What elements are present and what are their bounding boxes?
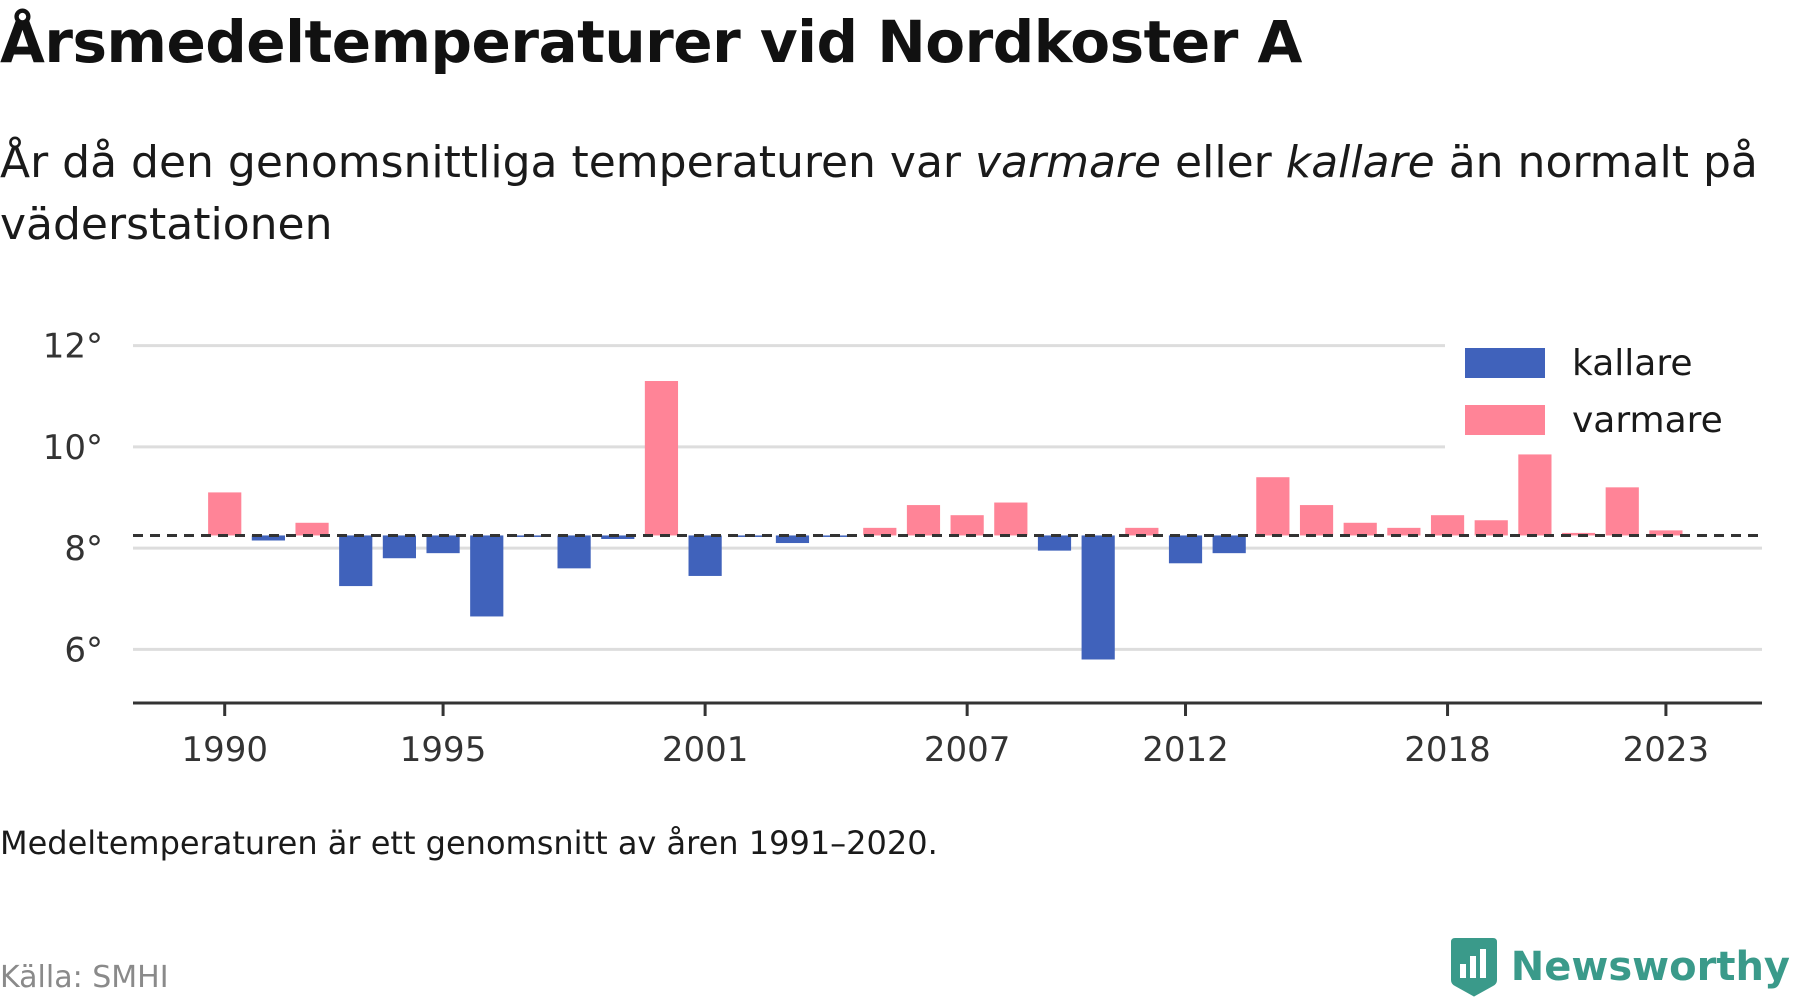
bar-2003 — [775, 535, 810, 544]
bar-2013 — [1212, 535, 1246, 554]
bar-1991 — [251, 535, 285, 541]
legend-label-varmare: varmare — [1572, 400, 1723, 441]
legend-swatch-varmare — [1465, 405, 1545, 435]
y-tick-label-8: 8° — [64, 529, 103, 569]
bar-2001 — [688, 535, 722, 576]
y-axis-labels: 6° 8° 10° 12° — [43, 327, 103, 671]
bar-2012 — [1168, 535, 1203, 564]
bar-1993 — [339, 535, 373, 587]
bar-1992 — [295, 522, 329, 536]
x-tick-label-2023: 2023 — [1623, 730, 1710, 770]
legend-label-kallare: kallare — [1572, 343, 1693, 384]
bar-2023 — [1649, 530, 1683, 536]
chart-note: Medeltemperaturen är ett genomsnitt av å… — [0, 824, 938, 862]
bar-2009 — [1037, 535, 1072, 551]
bar-2022 — [1605, 487, 1639, 536]
brand-name: Newsworthy — [1510, 944, 1790, 990]
bar-2014 — [1256, 477, 1290, 536]
bar-2011 — [1125, 527, 1159, 536]
bar-1990 — [208, 492, 242, 536]
bar-2017 — [1387, 527, 1421, 536]
chart-title: Årsmedeltemperaturer vid Nordkoster A — [0, 8, 1302, 76]
bar-2005 — [863, 527, 897, 536]
bar-2016 — [1343, 522, 1377, 536]
x-tick-label-1995: 1995 — [400, 730, 487, 770]
subtitle-part-1: År då den genomsnittliga temperaturen va… — [0, 137, 975, 188]
bar-1994 — [382, 535, 417, 559]
x-tick-label-2012: 2012 — [1142, 730, 1229, 770]
subtitle-part-3: än normalt på väderstationen — [0, 137, 1758, 250]
bar-2010 — [1081, 535, 1115, 660]
bar-2007 — [950, 515, 984, 536]
chart-subtitle: År då den genomsnittliga temperaturen va… — [0, 132, 1780, 256]
bar-2018 — [1430, 515, 1465, 536]
source-credit: Källa: SMHI — [0, 960, 169, 995]
x-axis: 1990 1995 2001 2007 2012 2018 2023 — [133, 701, 1762, 770]
bar-2020 — [1518, 454, 1552, 536]
x-tick-label-2007: 2007 — [924, 730, 1011, 770]
bar-1998 — [557, 535, 591, 569]
legend: kallare varmare — [1445, 341, 1765, 453]
bar-1999 — [601, 535, 635, 539]
bar-2008 — [994, 502, 1028, 536]
x-tick-label-1990: 1990 — [181, 730, 268, 770]
y-tick-label-12: 12° — [43, 327, 103, 367]
subtitle-warm-word: varmare — [974, 137, 1162, 188]
bar-chart: 1990 1995 2001 2007 2012 2018 2023 6°8°10°12° … — [43, 327, 1765, 770]
bar-2006 — [906, 505, 941, 536]
legend-swatch-kallare — [1465, 348, 1545, 378]
bar-1996 — [470, 535, 504, 617]
bar-2015 — [1299, 505, 1334, 536]
x-tick-label-2018: 2018 — [1404, 730, 1491, 770]
bar-1995 — [426, 535, 460, 554]
y-tick-label-6: 6° — [64, 630, 103, 670]
y-tick-label-10: 10° — [43, 428, 103, 468]
bar-2019 — [1474, 520, 1508, 536]
bars — [208, 381, 1683, 660]
subtitle-part-2: eller — [1161, 137, 1286, 188]
brand-logo[interactable]: Newsworthy — [1449, 936, 1790, 998]
bar-2000 — [644, 381, 679, 536]
newsworthy-logo-icon — [1450, 938, 1497, 997]
x-tick-label-2001: 2001 — [662, 730, 749, 770]
subtitle-cold-word: kallare — [1285, 137, 1435, 188]
